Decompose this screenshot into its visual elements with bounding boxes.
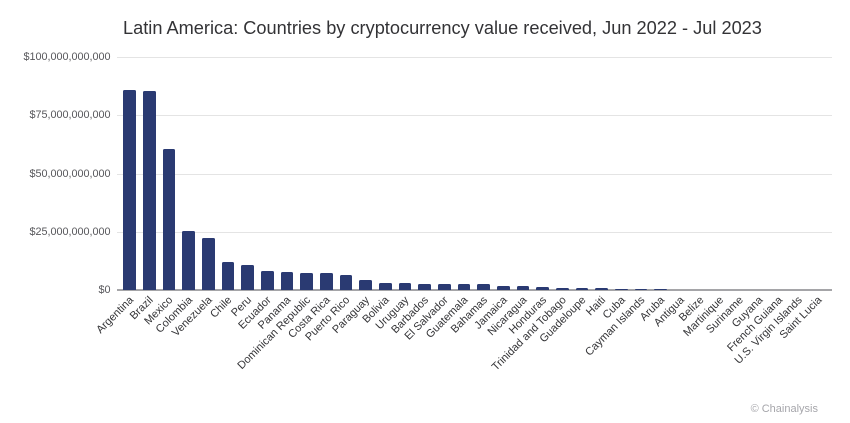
svg-text:Chile: Chile (208, 294, 234, 320)
